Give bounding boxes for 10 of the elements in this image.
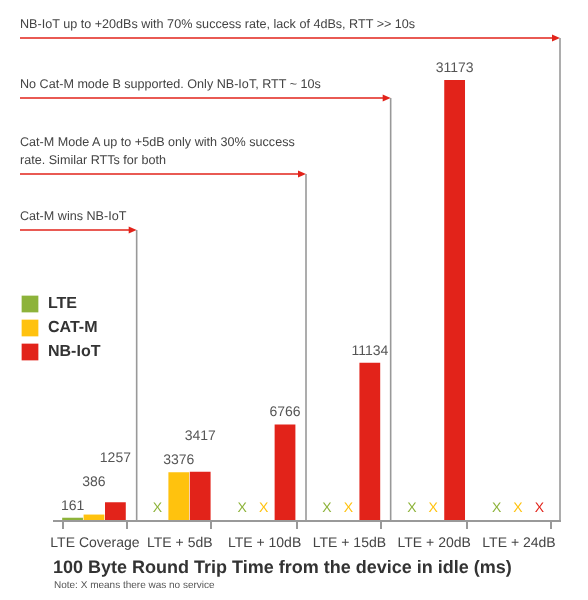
bar (105, 502, 126, 520)
bar (168, 472, 190, 520)
bar (274, 424, 296, 520)
x-axis-title: 100 Byte Round Trip Time from the device in idle (ms) (53, 557, 512, 577)
bar (189, 471, 211, 520)
bar (444, 80, 466, 520)
legend-label: CAT-M (48, 318, 99, 336)
legend-label: LTE (48, 294, 79, 312)
legend-label: NB-IoT (48, 342, 101, 360)
bar (359, 362, 381, 520)
